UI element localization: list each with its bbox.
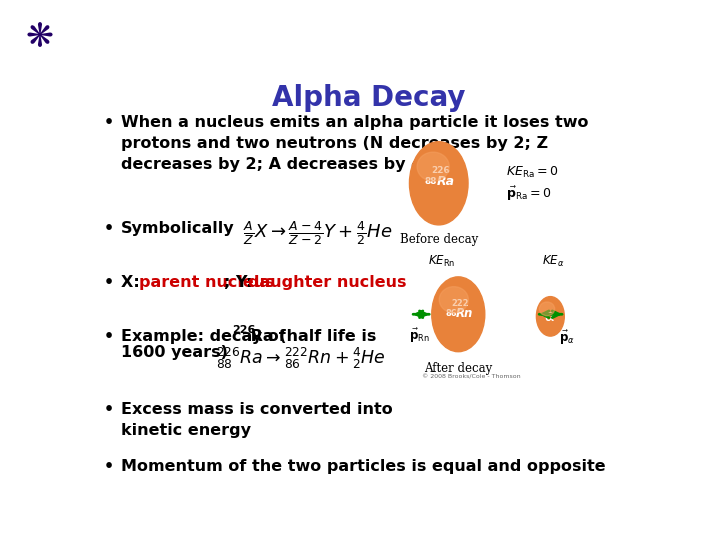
Text: 226: 226 [431, 166, 450, 176]
Text: Excess mass is converted into
kinetic energy: Excess mass is converted into kinetic en… [121, 402, 392, 438]
Ellipse shape [432, 277, 485, 352]
Text: $KE_{\alpha}$: $KE_{\alpha}$ [542, 253, 564, 268]
Text: ❋: ❋ [26, 21, 53, 55]
Ellipse shape [536, 296, 564, 336]
Text: parent nucleus: parent nucleus [139, 275, 275, 290]
Text: •: • [104, 458, 114, 474]
Text: •: • [104, 275, 114, 290]
Ellipse shape [439, 287, 469, 313]
Text: $KE_{\rm Ra} = 0$: $KE_{\rm Ra} = 0$ [505, 165, 558, 180]
Text: Symbolically: Symbolically [121, 221, 234, 236]
Text: $\mathit{^{226}_{88}Ra\rightarrow ^{222}_{86}Rn+^{4}_{2}He}$: $\mathit{^{226}_{88}Ra\rightarrow ^{222}… [215, 346, 385, 370]
Text: •: • [104, 221, 114, 236]
Text: $KE_{\rm Rn}$: $KE_{\rm Rn}$ [428, 253, 455, 268]
Text: ; Y:: ; Y: [224, 275, 258, 290]
Text: $\vec{\mathbf{p}}_{\rm Rn}$: $\vec{\mathbf{p}}_{\rm Rn}$ [409, 327, 430, 345]
Text: •: • [104, 402, 114, 417]
Text: After decay: After decay [424, 362, 492, 375]
Text: $\vec{\mathbf{p}}_{\rm Ra} = 0$: $\vec{\mathbf{p}}_{\rm Ra} = 0$ [505, 185, 551, 203]
Text: Ra (half life is: Ra (half life is [245, 329, 377, 344]
Ellipse shape [539, 302, 554, 316]
Text: Momentum of the two particles is equal and opposite: Momentum of the two particles is equal a… [121, 458, 606, 474]
Text: •: • [104, 329, 114, 344]
Text: 226: 226 [233, 325, 256, 335]
Text: 88: 88 [425, 177, 437, 186]
Text: X:: X: [121, 275, 145, 290]
Text: $\vec{\mathbf{p}}_{\alpha}$: $\vec{\mathbf{p}}_{\alpha}$ [559, 329, 575, 347]
Ellipse shape [417, 152, 449, 181]
Text: 86: 86 [446, 309, 457, 318]
Text: $\alpha$: $\alpha$ [544, 309, 557, 324]
Text: Alpha Decay: Alpha Decay [272, 84, 466, 112]
Text: © 2008 Brooks/Cole - Thomson: © 2008 Brooks/Cole - Thomson [422, 375, 521, 380]
Text: 222: 222 [451, 299, 469, 308]
Text: 1600 years): 1600 years) [121, 346, 228, 361]
Text: daughter nucleus: daughter nucleus [248, 275, 406, 290]
Ellipse shape [410, 141, 468, 225]
Text: $\mathit{\frac{A}{Z}}X\rightarrow\mathit{\frac{A-4}{Z-2}}Y+\mathit{\frac{4}{2}}H: $\mathit{\frac{A}{Z}}X\rightarrow\mathit… [243, 219, 393, 247]
Text: Rn: Rn [456, 307, 473, 320]
Text: Ra: Ra [436, 175, 454, 188]
Text: •: • [104, 114, 114, 130]
Text: Example: decay of: Example: decay of [121, 329, 291, 344]
Text: When a nucleus emits an alpha particle it loses two
protons and two neutrons (N : When a nucleus emits an alpha particle i… [121, 114, 588, 172]
Text: Before decay: Before decay [400, 233, 478, 246]
